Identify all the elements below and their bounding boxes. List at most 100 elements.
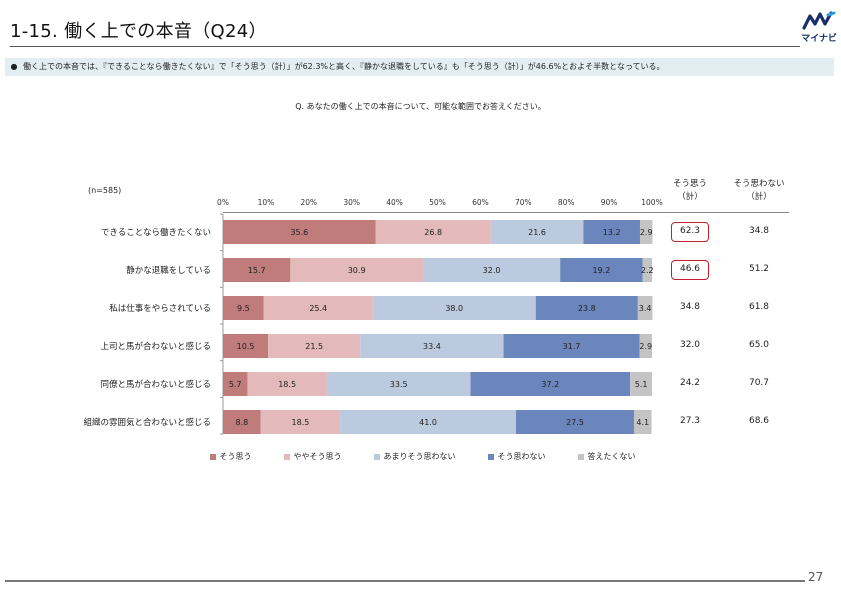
bar-segment	[223, 410, 261, 434]
total-disagree-value: 34.8	[748, 226, 770, 236]
bar-segment	[642, 258, 652, 282]
legend-swatch	[373, 453, 380, 460]
bar-segment	[535, 296, 638, 320]
category-label: 同僚と馬が合わないと感じる	[100, 380, 211, 390]
x-tick-label: 30%	[343, 198, 360, 207]
bar-value-label: 21.6	[528, 228, 546, 237]
bar-segment	[503, 334, 640, 358]
legend-item: 答えたくない	[577, 451, 636, 462]
legend-label: そう思わない	[497, 452, 546, 461]
x-tick-label: 10%	[258, 198, 275, 207]
legend-swatch	[487, 453, 494, 460]
x-tick-label: 60%	[472, 198, 489, 207]
bar-value-label: 30.9	[348, 266, 366, 275]
legend-item: あまりそう思わない	[373, 451, 456, 462]
total-agree-value: 27.3	[679, 416, 701, 426]
chart-legend: そう思う ややそう思う あまりそう思わない そう思わない 答えたくない	[0, 451, 841, 462]
bar-value-label: 10.5	[237, 342, 255, 351]
x-tick-label: 40%	[386, 198, 403, 207]
legend-label: ややそう思う	[293, 452, 342, 461]
bar-value-label: 2.2	[641, 266, 654, 275]
bar-segment	[326, 372, 471, 396]
x-tick-label: 50%	[429, 198, 446, 207]
bar-value-label: 3.4	[639, 304, 652, 313]
question-text: Q. あなたの働く上での本音について、可能な範囲でお答えください。	[295, 102, 546, 111]
col-header-disagree: そう思わない （計）	[724, 178, 794, 204]
highlight-box	[671, 260, 709, 280]
summary-box: ● 働く上での本音では、『できることなら働きたくない』で「そう思う（計）」が62.…	[5, 58, 834, 76]
bar-value-label: 2.9	[639, 342, 652, 351]
bar-value-label: 32.0	[483, 266, 501, 275]
col-header-agree-line2: （計）	[677, 192, 703, 202]
bar-value-label: 31.7	[563, 342, 581, 351]
bar-segment	[223, 258, 291, 282]
bar-segment	[630, 372, 652, 396]
bar-segment	[268, 334, 361, 358]
legend-item: そう思う	[209, 451, 252, 462]
footer-rule	[5, 580, 805, 582]
bar-segment	[360, 334, 504, 358]
bar-value-label: 25.4	[309, 304, 327, 313]
bar-segment	[290, 258, 423, 282]
logo-mark-icon	[802, 11, 836, 30]
legend-swatch	[209, 453, 216, 460]
mynavi-logo: マイナビ	[800, 10, 838, 44]
x-tick-label: 70%	[515, 198, 532, 207]
x-tick-label: 0%	[217, 198, 229, 207]
bar-value-label: 26.8	[424, 228, 442, 237]
bar-value-label: 38.0	[445, 304, 463, 313]
col-header-agree-line1: そう思う	[672, 179, 707, 189]
bar-value-label: 18.5	[292, 418, 310, 427]
bar-value-label: 2.9	[640, 228, 653, 237]
legend-label: 答えたくない	[587, 452, 636, 461]
bar-value-label: 35.6	[290, 228, 308, 237]
bar-segment	[247, 372, 327, 396]
bar-value-label: 33.4	[423, 342, 441, 351]
total-agree-value: 46.6	[679, 264, 701, 274]
bar-segment	[560, 258, 643, 282]
bar-segment	[223, 372, 248, 396]
bar-value-label: 27.5	[566, 418, 584, 427]
bar-value-label: 13.2	[603, 228, 621, 237]
highlight-box	[671, 222, 709, 242]
bar-segment	[223, 334, 269, 358]
category-label: 上司と馬が合わないと感じる	[100, 342, 211, 352]
bar-segment	[372, 296, 536, 320]
x-tick-label: 100%	[641, 198, 662, 207]
bar-segment	[260, 410, 341, 434]
bar-segment	[637, 296, 653, 320]
bar-value-label: 15.7	[248, 266, 266, 275]
bar-segment	[470, 372, 631, 396]
bar-value-label: 33.5	[390, 380, 408, 389]
x-tick-label: 20%	[300, 198, 317, 207]
total-disagree-value: 65.0	[748, 340, 770, 350]
x-tick-label: 90%	[601, 198, 618, 207]
col-header-disagree-line2: （計）	[746, 192, 772, 202]
bar-segment	[516, 410, 634, 434]
bar-segment	[583, 220, 640, 244]
legend-label: そう思う	[219, 452, 252, 461]
bar-segment	[223, 296, 264, 320]
summary-bullet: ●	[10, 62, 18, 71]
legend-swatch	[283, 453, 290, 460]
logo-text: マイナビ	[801, 34, 837, 44]
bar-segment	[340, 410, 517, 434]
bar-segment	[375, 220, 491, 244]
total-disagree-value: 51.2	[748, 264, 770, 274]
header-rule	[223, 212, 789, 213]
legend-item: そう思わない	[487, 451, 546, 462]
bar-segment	[639, 334, 652, 358]
legend-label: あまりそう思わない	[383, 452, 456, 461]
total-disagree-value: 68.6	[748, 416, 770, 426]
total-agree-value: 24.2	[679, 378, 701, 388]
total-disagree-value: 70.7	[748, 378, 770, 388]
category-label: 組織の雰囲気と合わないと感じる	[83, 418, 211, 428]
col-header-agree: そう思う （計）	[655, 178, 725, 204]
bar-segment	[633, 410, 652, 434]
bar-segment	[263, 296, 373, 320]
bar-value-label: 9.5	[237, 304, 250, 313]
page-title: 1-15. 働く上での本音（Q24）	[10, 21, 267, 42]
bar-value-label: 8.8	[236, 418, 249, 427]
sample-size-label: (n=585)	[88, 186, 122, 195]
